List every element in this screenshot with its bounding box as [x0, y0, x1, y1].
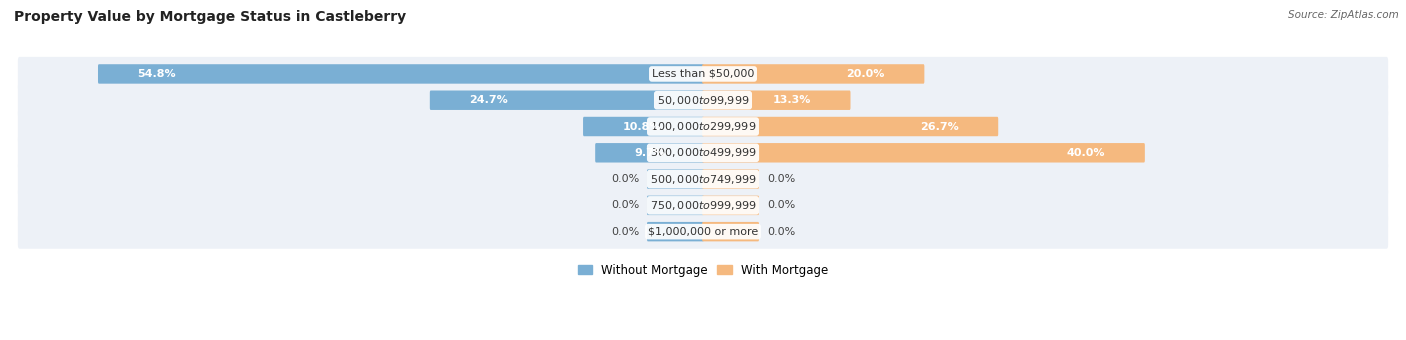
Legend: Without Mortgage, With Mortgage: Without Mortgage, With Mortgage — [574, 259, 832, 281]
FancyBboxPatch shape — [18, 188, 1388, 222]
FancyBboxPatch shape — [18, 83, 1388, 117]
Text: 9.7%: 9.7% — [634, 148, 665, 158]
Text: 0.0%: 0.0% — [610, 227, 640, 237]
FancyBboxPatch shape — [702, 117, 998, 136]
Text: $750,000 to $999,999: $750,000 to $999,999 — [650, 199, 756, 212]
Text: $300,000 to $499,999: $300,000 to $499,999 — [650, 146, 756, 159]
FancyBboxPatch shape — [647, 195, 704, 215]
Text: 40.0%: 40.0% — [1067, 148, 1105, 158]
Text: 54.8%: 54.8% — [138, 69, 176, 79]
FancyBboxPatch shape — [702, 64, 924, 84]
Text: $1,000,000 or more: $1,000,000 or more — [648, 227, 758, 237]
FancyBboxPatch shape — [18, 215, 1388, 249]
Text: 0.0%: 0.0% — [766, 227, 796, 237]
Text: Source: ZipAtlas.com: Source: ZipAtlas.com — [1288, 10, 1399, 20]
Text: 13.3%: 13.3% — [773, 95, 811, 105]
FancyBboxPatch shape — [595, 143, 704, 163]
FancyBboxPatch shape — [702, 143, 1144, 163]
Text: 10.8%: 10.8% — [623, 121, 661, 132]
Text: Property Value by Mortgage Status in Castleberry: Property Value by Mortgage Status in Cas… — [14, 10, 406, 24]
Text: 20.0%: 20.0% — [846, 69, 884, 79]
FancyBboxPatch shape — [702, 195, 759, 215]
FancyBboxPatch shape — [18, 136, 1388, 170]
Text: Less than $50,000: Less than $50,000 — [652, 69, 754, 79]
FancyBboxPatch shape — [702, 169, 759, 189]
Text: $100,000 to $299,999: $100,000 to $299,999 — [650, 120, 756, 133]
FancyBboxPatch shape — [647, 222, 704, 241]
Text: 26.7%: 26.7% — [920, 121, 959, 132]
FancyBboxPatch shape — [647, 169, 704, 189]
FancyBboxPatch shape — [98, 64, 704, 84]
Text: 0.0%: 0.0% — [766, 174, 796, 184]
Text: $50,000 to $99,999: $50,000 to $99,999 — [657, 94, 749, 107]
FancyBboxPatch shape — [18, 109, 1388, 143]
Text: $500,000 to $749,999: $500,000 to $749,999 — [650, 173, 756, 186]
FancyBboxPatch shape — [583, 117, 704, 136]
FancyBboxPatch shape — [702, 222, 759, 241]
Text: 0.0%: 0.0% — [766, 200, 796, 210]
Text: 0.0%: 0.0% — [610, 200, 640, 210]
FancyBboxPatch shape — [18, 57, 1388, 91]
Text: 0.0%: 0.0% — [610, 174, 640, 184]
FancyBboxPatch shape — [18, 162, 1388, 196]
FancyBboxPatch shape — [702, 90, 851, 110]
Text: 24.7%: 24.7% — [470, 95, 508, 105]
FancyBboxPatch shape — [430, 90, 704, 110]
